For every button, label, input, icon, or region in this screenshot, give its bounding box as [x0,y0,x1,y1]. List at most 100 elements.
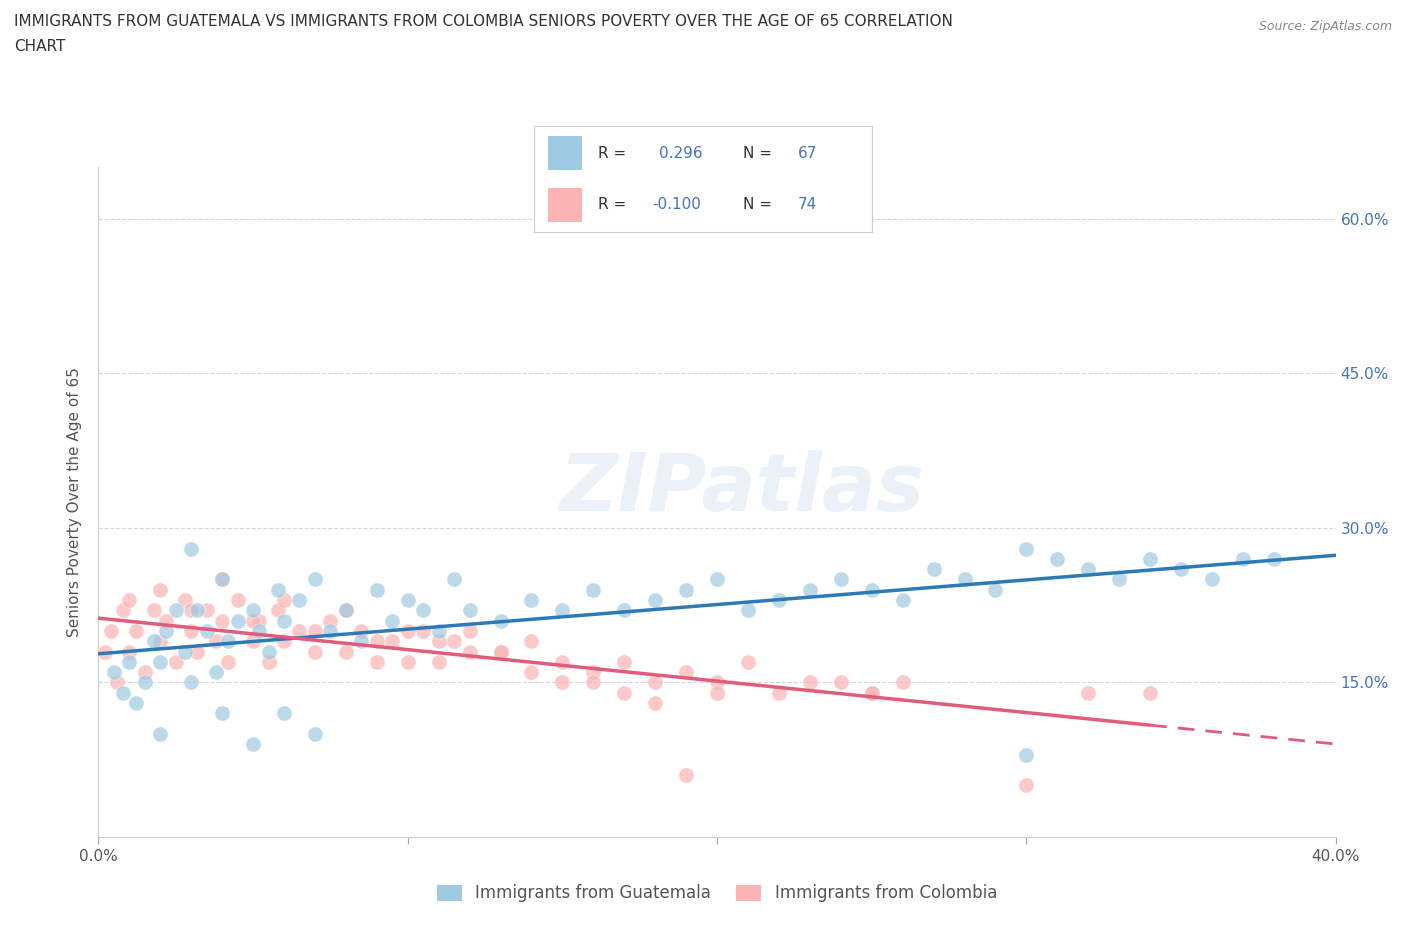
Point [149,634,172,649]
Point [112,685,135,700]
Point [195,623,218,638]
Point [1077,562,1099,577]
Point [319,623,342,638]
Point [458,603,481,618]
Point [267,582,290,597]
Point [1015,778,1038,793]
Point [396,655,419,670]
Point [1015,747,1038,762]
Point [124,696,146,711]
Point [830,572,852,587]
Point [458,644,481,659]
Point [891,592,914,607]
Point [226,592,249,607]
Point [304,726,326,741]
Point [427,655,450,670]
Point [396,592,419,607]
Point [984,582,1007,597]
Point [458,623,481,638]
Point [180,675,202,690]
Text: Source: ZipAtlas.com: Source: ZipAtlas.com [1258,20,1392,33]
Point [242,737,264,751]
Text: R =: R = [599,197,627,212]
Point [180,623,202,638]
Point [1046,551,1069,566]
Text: N =: N = [744,197,772,212]
Point [143,634,166,649]
Point [1139,551,1161,566]
Text: R =: R = [599,146,627,161]
Point [443,572,465,587]
Point [180,541,202,556]
Point [186,644,208,659]
Point [319,613,342,628]
Point [155,613,177,628]
Point [134,675,156,690]
Point [551,603,574,618]
Point [242,613,264,628]
Point [165,655,187,670]
Point [112,603,135,618]
Point [953,572,976,587]
Point [1077,685,1099,700]
Bar [548,188,582,221]
Point [412,603,434,618]
Point [737,603,759,618]
Text: CHART: CHART [14,39,66,54]
Point [675,582,697,597]
Point [217,655,239,670]
Point [675,665,697,680]
Point [247,613,270,628]
Point [582,675,605,690]
Point [768,685,790,700]
Point [737,655,759,670]
Point [174,644,197,659]
Point [273,706,295,721]
Point [205,665,228,680]
Point [1232,551,1254,566]
Point [211,572,233,587]
Point [644,675,666,690]
Point [366,634,388,649]
Point [350,623,373,638]
Point [217,634,239,649]
Point [149,582,172,597]
Point [675,768,697,783]
Point [706,685,728,700]
Point [211,613,233,628]
Point [582,582,605,597]
Point [830,675,852,690]
Text: 0.296: 0.296 [659,146,703,161]
Point [613,655,636,670]
Y-axis label: Seniors Poverty Over the Age of 65: Seniors Poverty Over the Age of 65 [67,367,83,637]
Point [489,613,512,628]
Point [335,644,357,659]
Point [644,696,666,711]
Point [396,623,419,638]
Point [93,644,115,659]
Text: 67: 67 [797,146,817,161]
Point [242,634,264,649]
Point [304,572,326,587]
Point [1139,685,1161,700]
Point [613,603,636,618]
Point [100,623,122,638]
Point [768,592,790,607]
Point [124,623,146,638]
Point [489,644,512,659]
Point [520,592,543,607]
Point [427,634,450,649]
Point [134,665,156,680]
Point [644,592,666,607]
Point [706,572,728,587]
Point [381,613,404,628]
Point [520,634,543,649]
Point [211,572,233,587]
Point [891,675,914,690]
Point [273,592,295,607]
Point [1108,572,1130,587]
Point [155,623,177,638]
Point [304,644,326,659]
Point [489,644,512,659]
Point [273,634,295,649]
